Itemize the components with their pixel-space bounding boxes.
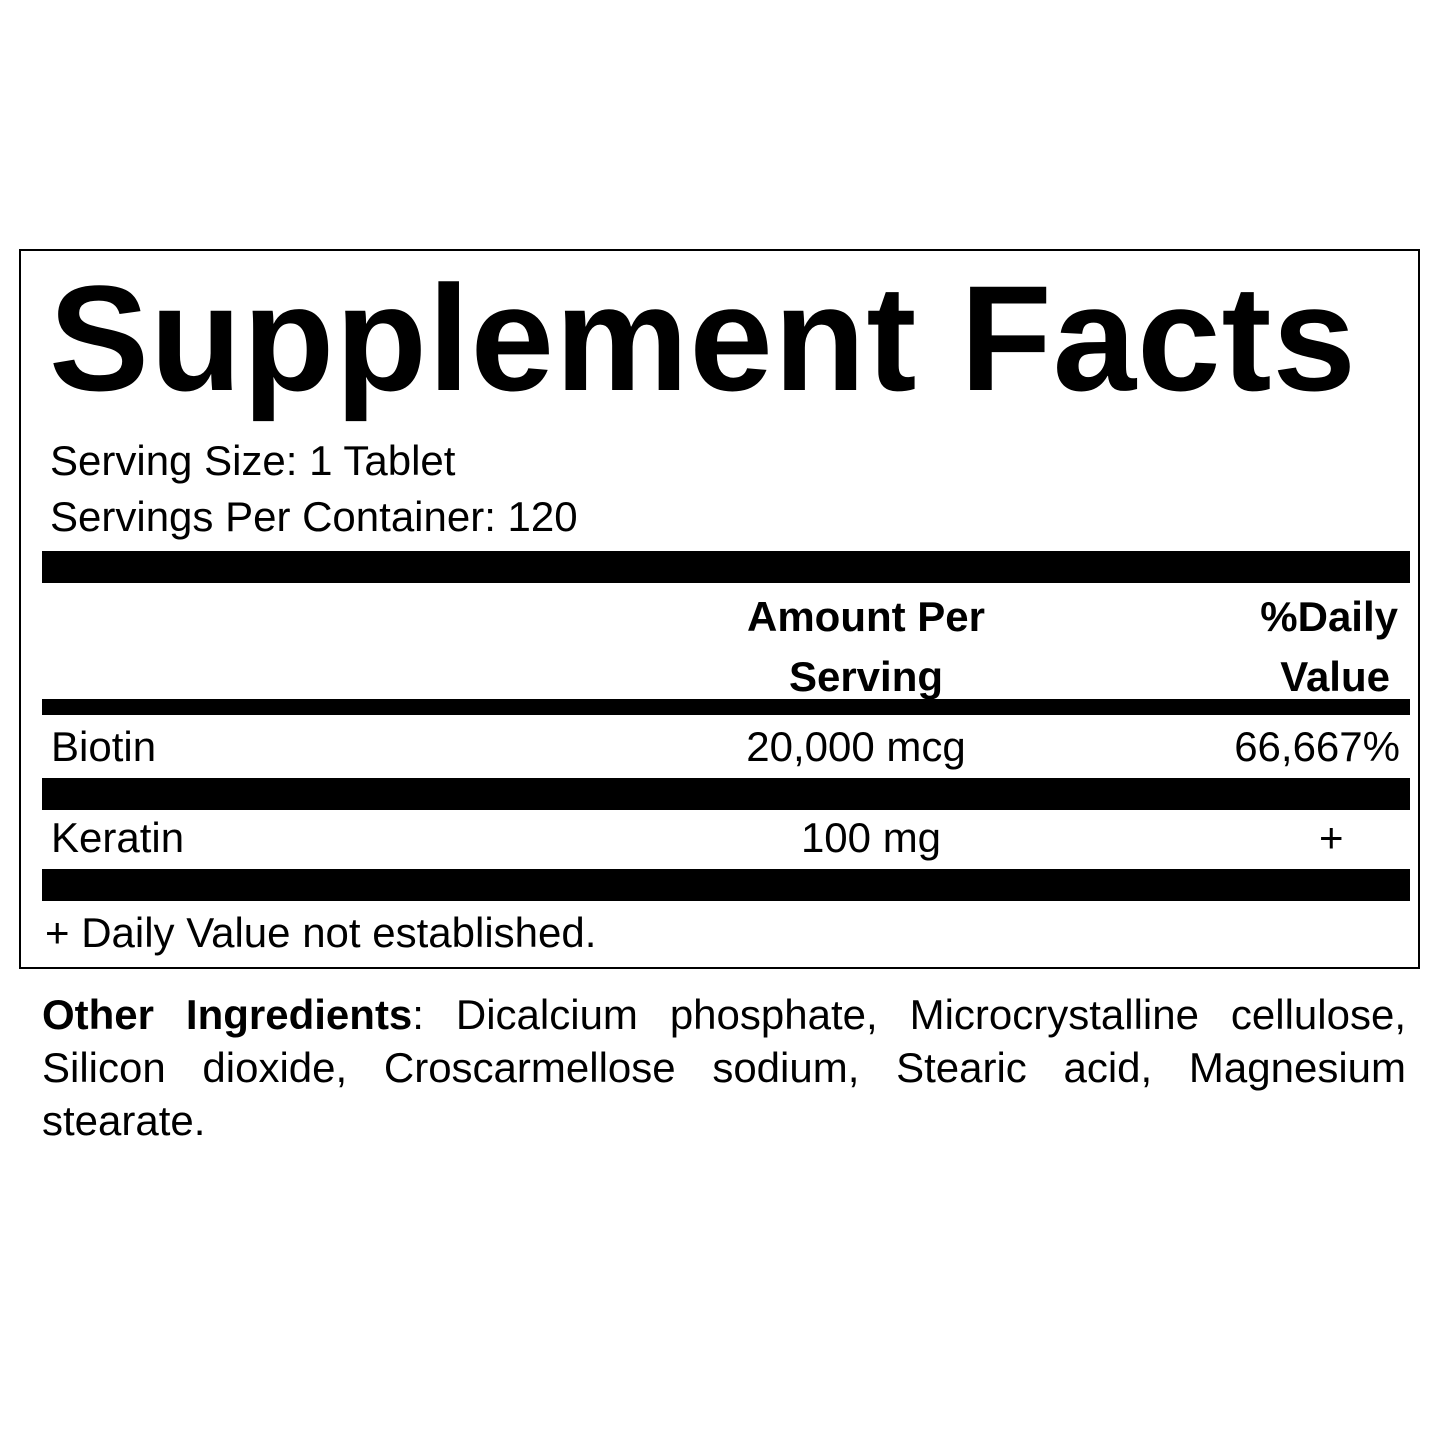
serving-size: Serving Size: 1 Tablet [50,437,456,484]
other-ingredients: Other Ingredients: Dicalcium phosphate, … [42,988,1406,1147]
divider-thick [42,551,1410,583]
amount-header-line1: Amount Per [746,593,985,640]
row-name: Keratin [51,814,185,861]
dv-header-line2: Value [1280,653,1390,700]
row-dv: + [1319,814,1344,861]
panel-title: Supplement Facts [49,254,1357,422]
dv-header-line1: %Daily [1260,593,1398,640]
divider-thick [42,869,1410,901]
footnote: + Daily Value not established. [45,909,597,956]
amount-header-line2: Serving [788,653,944,700]
servings-per-container: Servings Per Container: 120 [50,493,578,540]
row-name: Biotin [51,723,157,770]
row-amount: 20,000 mcg [746,723,966,770]
other-ingredients-label: Other Ingredients [42,991,413,1038]
divider-medium [42,699,1410,715]
supplement-facts-panel: Supplement Facts Serving Size: 1 Tablet … [19,249,1420,969]
dv-header: %Daily Value [1260,587,1398,707]
other-ingredients-text: : Dicalcium phosphate, Microcrystalline … [42,991,1406,1144]
row-amount: 100 mg [800,814,942,861]
row-dv: 66,667% [1234,723,1400,770]
divider-thick [42,778,1410,810]
amount-header: Amount Per Serving [721,587,1011,707]
